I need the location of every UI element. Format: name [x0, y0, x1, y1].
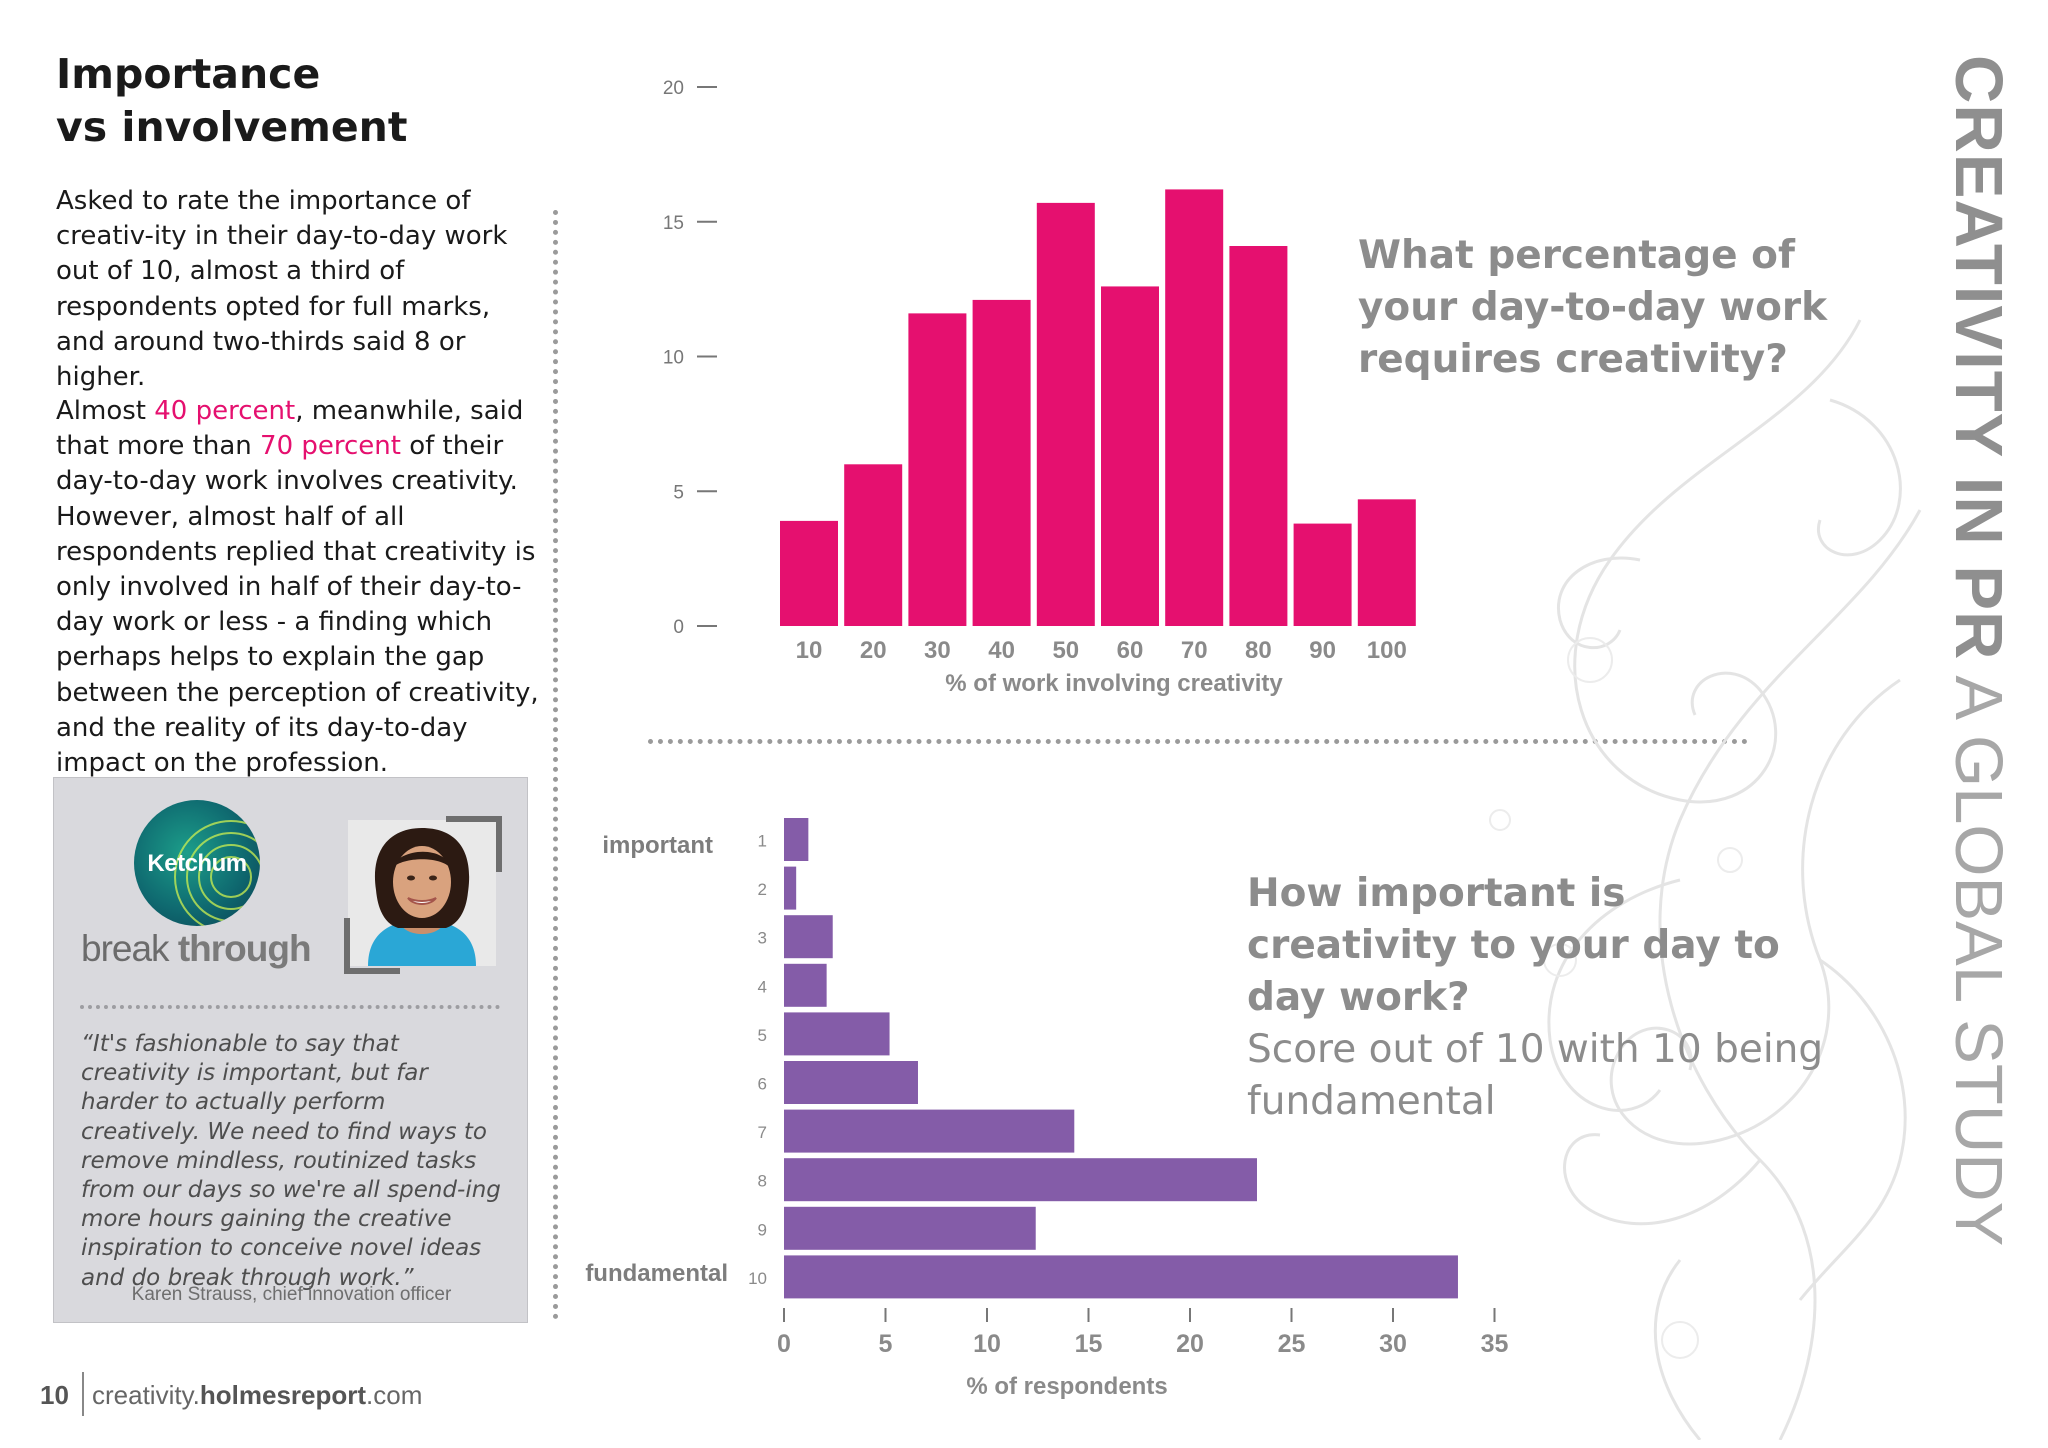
chart2-label-important: important — [602, 832, 713, 859]
highlight-70-percent: 70 percent — [260, 431, 401, 462]
chart1-x-tick-label: 10 — [796, 637, 823, 664]
chart1-y-tick-label: 15 — [663, 213, 684, 234]
chart2-y-tick-label: 8 — [758, 1172, 767, 1191]
chart2-bar — [784, 818, 809, 861]
chart2-x-tick-label: 25 — [1278, 1330, 1306, 1358]
body-paragraph-1: Asked to rate the importance of creativ-… — [56, 186, 508, 393]
break-through-tagline: break through — [81, 928, 312, 970]
page-heading: Importance vs involvement — [56, 48, 516, 154]
footer-url-end: .com — [366, 1380, 423, 1410]
chart1-bar — [908, 313, 967, 626]
chart1-bar — [1101, 286, 1159, 626]
chart2-x-tick-label: 15 — [1075, 1330, 1103, 1358]
chart1-question: What percentage of your day-to-day work … — [1358, 233, 1828, 382]
ketchum-logo-text: Ketchum — [147, 850, 247, 877]
chart1-bar — [1229, 246, 1288, 626]
side-title-light: A GLOBAL STUDY — [1941, 675, 2016, 1247]
chart2-bar — [784, 1061, 918, 1104]
chart2-y-tick-label: 5 — [758, 1026, 767, 1045]
chart2-bar — [784, 1206, 1036, 1250]
chart1-x-tick-label: 70 — [1181, 637, 1208, 664]
para2-start: Almost — [56, 396, 155, 426]
chart1-x-axis-label: % of work involving creativity — [945, 670, 1283, 697]
chart2-bar — [784, 866, 797, 910]
chart2-y-tick-label: 6 — [758, 1075, 767, 1094]
chart1-bar — [1036, 202, 1095, 626]
chart1-y-tick-label: 5 — [673, 482, 684, 503]
para2-middle: , meanwhile, said that more than — [56, 396, 524, 462]
highlight-40-percent: 40 percent — [154, 396, 296, 426]
photo-frame-corner-bottom-left — [344, 918, 400, 974]
chart2-x-tick-label: 10 — [973, 1330, 1001, 1358]
chart2-y-tick-label: 7 — [758, 1123, 767, 1142]
chart1-x-tick-label: 30 — [924, 637, 951, 664]
chart2-x-tick-label: 20 — [1176, 1330, 1204, 1358]
chart1-bar — [972, 299, 1031, 626]
chart1-bar — [780, 520, 838, 626]
heading-line-1: Importance — [56, 50, 321, 98]
chart1-y-tick-label: 10 — [663, 348, 684, 369]
heading-line-2: vs involvement — [56, 103, 408, 151]
chart2-y-tick-label: 10 — [748, 1269, 767, 1288]
chart2-label-fundamental: fundamental — [585, 1260, 728, 1287]
vertical-dotted-divider — [553, 210, 558, 1320]
chart2-bar — [784, 1012, 890, 1056]
chart2-y-tick-label: 1 — [758, 832, 767, 851]
quote-box: Ketchum break through “It's fashionable … — [53, 777, 528, 1323]
footer-url-light: creativity. — [92, 1380, 200, 1410]
body-paragraph-2: Almost 40 percent, meanwhile, said that … — [56, 394, 546, 781]
chart2-bar — [784, 1255, 1458, 1299]
chart2-x-tick-label: 5 — [879, 1330, 893, 1358]
footer-url-bold: holmesreport — [199, 1380, 367, 1410]
footer-url: creativity.holmesreport.com — [92, 1380, 422, 1411]
chart1-bar — [1293, 523, 1352, 626]
chart2-y-tick-label: 3 — [758, 929, 767, 948]
chart1-x-tick-label: 40 — [988, 637, 1015, 664]
chart2-question: How important is creativity to your day … — [1247, 868, 1827, 1128]
chart1-x-tick-label: 50 — [1052, 637, 1079, 664]
tagline-light: break — [81, 928, 170, 969]
ketchum-logo-icon: Ketchum — [134, 800, 260, 926]
tagline-bold: through — [177, 928, 312, 969]
portrait-illustration — [348, 820, 496, 966]
chart1-bar — [844, 464, 903, 626]
vertical-publication-title: CREATIVITY IN PR A GLOBAL STUDY — [1922, 55, 2034, 1375]
chart1-y-tick-label: 0 — [673, 617, 684, 638]
chart2-question-light: Score out of 10 with 10 being fundamenta… — [1247, 1027, 1824, 1124]
quote-attribution: Karen Strauss, chief innovation officer — [131, 1284, 452, 1305]
chart2-bar — [784, 1158, 1257, 1202]
quote-text: “It's fashionable to say that creativity… — [81, 1031, 501, 1291]
chart2-bar — [784, 1109, 1075, 1153]
chart1-x-tick-label: 90 — [1309, 637, 1336, 664]
chart1-x-tick-label: 80 — [1245, 637, 1272, 664]
chart2-bar — [784, 963, 827, 1007]
para2-end: of their day-to-day work involves creati… — [56, 431, 539, 779]
chart2-y-tick-label: 4 — [758, 977, 767, 996]
chart2-y-tick-label: 2 — [758, 880, 767, 899]
chart2-x-axis-label: % of respondents — [966, 1373, 1167, 1400]
chart1-x-tick-label: 20 — [860, 637, 887, 664]
footer-separator — [82, 1372, 84, 1416]
swirl-decoration-icon — [1489, 319, 1922, 1440]
chart2-y-tick-label: 9 — [758, 1220, 767, 1239]
horizontal-dotted-divider — [648, 739, 1748, 744]
photo-frame-corner-top-right — [446, 816, 502, 872]
side-title-bold: CREATIVITY IN PR — [1941, 55, 2016, 661]
chart1-y-tick-label: 20 — [663, 78, 684, 99]
chart1-x-tick-label: 60 — [1117, 637, 1144, 664]
quote-dotted-divider — [80, 1005, 500, 1009]
page-number: 10 — [40, 1380, 69, 1410]
vertical-publication-title-text: CREATIVITY IN PR A GLOBAL STUDY — [1922, 55, 2034, 1246]
chart2-question-bold: How important is creativity to your day … — [1247, 871, 1780, 1020]
portrait-photo — [348, 820, 496, 966]
chart1-bar — [1165, 189, 1224, 626]
chart2-x-tick-label: 0 — [777, 1330, 791, 1358]
chart2-bar — [784, 915, 833, 959]
